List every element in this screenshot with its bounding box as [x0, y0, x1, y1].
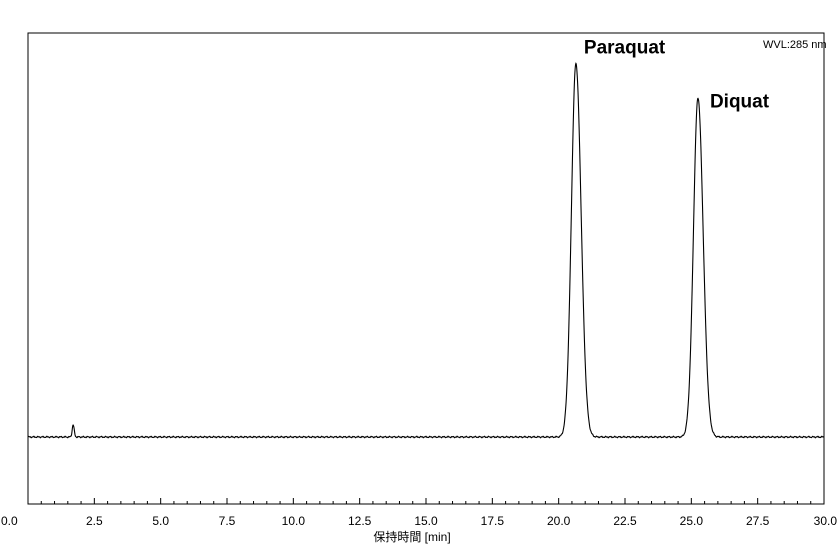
x-tick-label: 20.0 [547, 514, 571, 528]
x-tick-label: 12.5 [348, 514, 372, 528]
x-tick-label: 0.0 [1, 514, 18, 528]
x-tick-label: 27.5 [746, 514, 770, 528]
peak-label-paraquat: Paraquat [584, 37, 666, 58]
x-tick-label: 22.5 [613, 514, 637, 528]
x-tick-label: 30.0 [814, 514, 837, 528]
peak-labels: Paraquat Diquat [584, 37, 770, 112]
peak-label-diquat: Diquat [710, 92, 770, 113]
x-tick-label: 7.5 [219, 514, 236, 528]
x-tick-label: 2.5 [86, 514, 103, 528]
x-tick-label: 10.0 [282, 514, 306, 528]
x-tick-label: 15.0 [414, 514, 438, 528]
x-tick-label: 17.5 [481, 514, 505, 528]
detector-wavelength-label: WVL:285 nm [763, 39, 827, 51]
x-tick-label: 5.0 [152, 514, 169, 528]
x-tick-label: 25.0 [680, 514, 704, 528]
chromatogram-trace [27, 62, 825, 439]
x-axis-title: 保持時間 [min] [373, 529, 450, 544]
x-axis-tick-labels: 0.0 2.5 5.0 7.5 10.0 12.5 15.0 17.5 20.0 22.5 25.0… [1, 514, 837, 528]
x-axis-ticks [27, 498, 825, 504]
